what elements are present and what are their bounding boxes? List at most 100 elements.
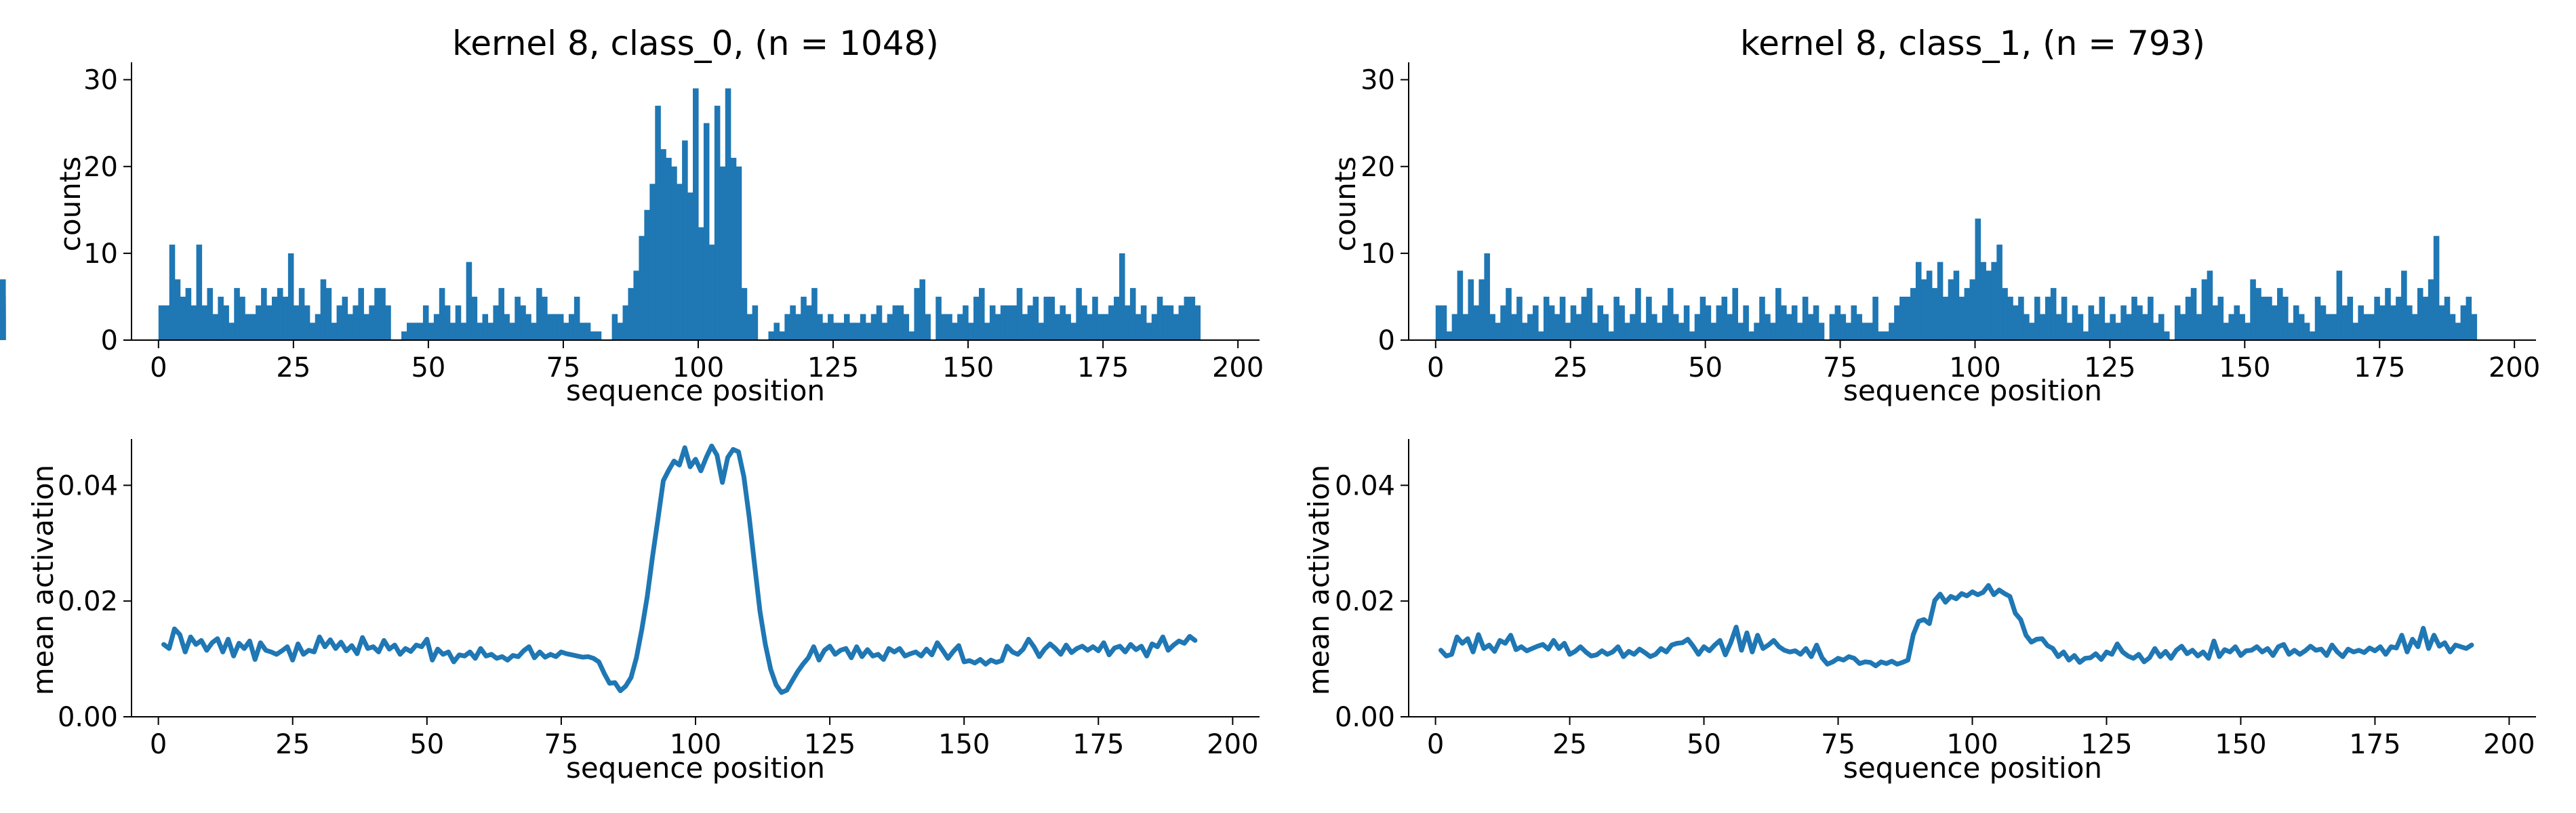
histogram-bar bbox=[1899, 296, 1906, 340]
histogram-bar bbox=[849, 322, 856, 341]
histogram-bar bbox=[2207, 270, 2213, 340]
histogram-bar bbox=[898, 305, 904, 340]
histogram-bar bbox=[1765, 314, 1771, 340]
x-tick-label: 175 bbox=[2354, 352, 2405, 383]
y-tick-label: 30 bbox=[83, 65, 118, 96]
histogram-bar bbox=[1699, 296, 1706, 340]
histogram-bar bbox=[2374, 296, 2380, 340]
histogram-bar bbox=[363, 314, 369, 340]
histogram-bar bbox=[1608, 331, 1614, 340]
histogram-bar bbox=[994, 314, 1001, 340]
histogram-bar bbox=[1446, 331, 1453, 340]
x-tick-label: 150 bbox=[938, 729, 990, 760]
histogram-bar bbox=[2303, 322, 2310, 341]
x-tick-label: 0 bbox=[1427, 729, 1444, 760]
histogram-bar bbox=[1103, 314, 1109, 340]
histogram-bar bbox=[2142, 314, 2148, 340]
histogram-bar bbox=[169, 245, 176, 340]
histogram-bar bbox=[1613, 296, 1619, 340]
histogram-bar bbox=[2131, 296, 2137, 340]
histogram-bar bbox=[925, 314, 931, 340]
histogram-bar bbox=[1926, 270, 1933, 340]
histogram-bar bbox=[1592, 322, 1598, 341]
histogram-bar bbox=[1435, 305, 1442, 340]
histogram-bar bbox=[1910, 288, 1916, 341]
histogram-bar bbox=[2438, 305, 2445, 340]
histogram-bar bbox=[325, 288, 332, 341]
histogram-bar bbox=[1845, 322, 1852, 341]
x-tick-label: 75 bbox=[1823, 352, 1857, 383]
histogram-bar bbox=[163, 305, 170, 340]
histogram-bar bbox=[876, 305, 883, 340]
histogram-bar bbox=[919, 279, 925, 340]
histogram-bar bbox=[1619, 305, 1625, 340]
histogram-bar bbox=[1931, 288, 1938, 341]
histogram-bar bbox=[989, 305, 996, 340]
x-tick-label: 125 bbox=[2084, 352, 2135, 383]
histogram-bar bbox=[1462, 314, 1469, 340]
histogram-bar bbox=[719, 166, 726, 340]
histogram-bar bbox=[1565, 322, 1571, 341]
class-1-activation-panel: 0 25 50 75 100 125 150 175 200 0.00 0.02 0.04 seque… bbox=[1302, 439, 2536, 785]
histogram-bar bbox=[963, 305, 969, 340]
histogram-bar bbox=[2363, 314, 2369, 340]
histogram-bar bbox=[2390, 305, 2396, 340]
histogram-bar bbox=[2411, 314, 2418, 340]
histogram-bar bbox=[287, 253, 294, 341]
histogram-bar bbox=[2282, 296, 2289, 340]
histogram-bar bbox=[2050, 288, 2057, 341]
histogram-bar bbox=[1575, 314, 1582, 340]
activation-series-line bbox=[161, 443, 1198, 695]
x-tick-label: 150 bbox=[2215, 729, 2266, 760]
histogram-bars bbox=[158, 88, 1201, 341]
axes: 0 25 50 75 100 125 150 175 200 0 10 20 30 bbox=[1361, 62, 2540, 383]
histogram-bar bbox=[2110, 314, 2116, 340]
histogram-bar bbox=[2352, 322, 2359, 341]
histogram-bar bbox=[1581, 296, 1588, 340]
histogram-bar bbox=[611, 314, 618, 340]
histogram-bar bbox=[272, 296, 278, 340]
histogram-bar bbox=[2245, 322, 2251, 341]
x-axis-label: sequence position bbox=[566, 374, 825, 407]
histogram-bar bbox=[590, 331, 597, 340]
histogram-bar bbox=[2347, 296, 2354, 340]
histogram-bar bbox=[2358, 305, 2364, 340]
histogram-bar bbox=[682, 140, 688, 340]
histogram-bar bbox=[1991, 262, 1997, 340]
histogram-bar bbox=[2449, 314, 2456, 340]
histogram-bar bbox=[1038, 322, 1045, 341]
histogram-bar bbox=[1748, 331, 1754, 340]
histogram-bar bbox=[833, 322, 839, 341]
histogram-bar bbox=[2272, 305, 2278, 340]
x-tick-label: 200 bbox=[2483, 729, 2535, 760]
histogram-bar bbox=[752, 305, 759, 340]
histogram-bar bbox=[2433, 236, 2440, 340]
histogram-bar bbox=[2088, 305, 2095, 340]
histogram-bar bbox=[2325, 314, 2332, 340]
histogram-bar bbox=[1641, 322, 1647, 341]
histogram-bar bbox=[1872, 296, 1878, 340]
histogram-bar bbox=[1092, 296, 1098, 340]
histogram-bar bbox=[428, 322, 435, 341]
histogram-bar bbox=[935, 296, 942, 340]
histogram-bar bbox=[1049, 296, 1055, 340]
histogram-bar bbox=[2466, 296, 2472, 340]
histogram-bar bbox=[1953, 270, 1960, 340]
histogram-bar bbox=[655, 106, 661, 340]
histogram-bar bbox=[331, 322, 338, 341]
histogram-bar bbox=[1646, 296, 1652, 340]
histogram-bar bbox=[984, 322, 990, 341]
histogram-bar bbox=[2314, 296, 2321, 340]
y-tick-label: 0.02 bbox=[58, 586, 118, 617]
histogram-bar bbox=[1554, 314, 1561, 340]
histogram-bar bbox=[881, 322, 888, 341]
histogram-bar bbox=[504, 314, 510, 340]
histogram-bar bbox=[2126, 314, 2132, 340]
histogram-bar bbox=[1527, 314, 1533, 340]
y-tick-label: 0.00 bbox=[58, 702, 118, 733]
histogram-bar bbox=[1114, 296, 1120, 340]
histogram-bar bbox=[1834, 305, 1841, 340]
histogram-bar bbox=[1441, 305, 1447, 340]
histogram-bar bbox=[1548, 305, 1555, 340]
